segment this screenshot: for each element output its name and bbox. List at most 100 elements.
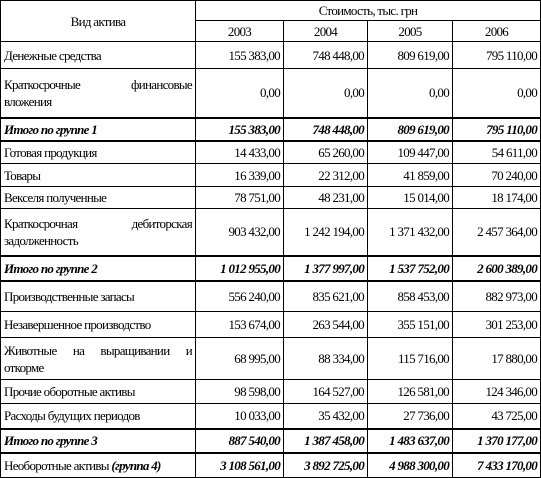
- row-label: Расходы будущих периодов: [0, 403, 196, 429]
- row-label: Животные на выращивании и откорме: [0, 337, 196, 380]
- value-cell: 98 598,00: [195, 379, 284, 404]
- value-cell: 35 432,00: [283, 403, 368, 429]
- value-cell: 2 457 364,00: [451, 208, 541, 256]
- row-label: Итого по группе 1: [0, 116, 196, 142]
- value-cell: 27 736,00: [367, 403, 453, 429]
- value-cell: 355 151,00: [367, 311, 453, 338]
- table-row: Краткосрочные финансовые вложения 0,00 0,0…: [0, 68, 541, 118]
- table-row: Незавершенное производство 153 674,00 263 …: [0, 311, 541, 338]
- label-text: Векселя полученные: [4, 190, 107, 205]
- value-cell: 14 433,00: [195, 140, 284, 164]
- label-emphasis: (группа 4): [111, 457, 161, 473]
- value-cell: 124 346,00: [451, 379, 541, 404]
- value-cell: 748 448,00: [283, 116, 368, 142]
- table-row: Итого по группе 1 155 383,00 748 448,00 809…: [0, 116, 541, 142]
- table-row: Денежные средства 155 383,00 748 448,00 809…: [0, 41, 541, 69]
- value-cell: 155 383,00: [195, 116, 284, 142]
- value-cell: 22 312,00: [283, 163, 368, 187]
- value-cell: 1 387 458,00: [283, 427, 368, 454]
- value-cell: 68 995,00: [195, 337, 284, 380]
- header-cell: Вид актива: [0, 0, 196, 42]
- value-cell: 0,00: [451, 68, 541, 118]
- value-cell: 0,00: [195, 68, 284, 118]
- value-cell: 88 334,00: [283, 337, 368, 380]
- row-label: Незавершенное производство: [0, 311, 196, 338]
- value-cell: 4 988 300,00: [367, 452, 453, 478]
- value-cell: 887 540,00: [195, 427, 284, 454]
- row-label: Краткосрочная дебиторская задолженность: [0, 208, 196, 256]
- row-label: Готовая продукция: [0, 140, 196, 164]
- value-cell: 48 231,00: [283, 186, 368, 209]
- value-cell: 795 110,00: [451, 41, 541, 69]
- label-text: Производственные запасы: [4, 288, 135, 304]
- label-text: Незавершенное производство: [4, 317, 151, 332]
- row-label: Итого по группе 2: [0, 254, 196, 282]
- value-cell: 809 619,00: [367, 116, 453, 142]
- label-text: Необоротные активы: [4, 457, 110, 473]
- table-row: Расходы будущих периодов 10 033,00 35 432,…: [0, 403, 541, 429]
- value-cell: 903 432,00: [195, 208, 284, 256]
- value-cell: 0,00: [367, 68, 453, 118]
- label-text: Итого по группе 1: [4, 121, 98, 137]
- table-row: Итого по группе 3 887 540,00 1 387 458,00 1…: [0, 427, 541, 454]
- label-text: Итого по группе 2: [4, 260, 98, 276]
- label-text: Расходы будущих периодов: [4, 408, 140, 424]
- value-cell: 41 859,00: [367, 163, 453, 187]
- label-text: Итого по группе 3: [4, 433, 98, 448]
- label-text: Животные на выращивании и откорме: [4, 342, 193, 375]
- value-cell: 78 751,00: [195, 186, 284, 209]
- value-cell: 65 260,00: [283, 140, 368, 164]
- value-cell: 126 581,00: [367, 379, 453, 404]
- value-cell: 301 253,00: [451, 311, 541, 338]
- label-text: Готовая продукция: [4, 144, 97, 160]
- value-cell: 70 240,00: [451, 163, 541, 187]
- row-label: Необоротные активы (группа 4): [0, 452, 196, 478]
- value-cell: 748 448,00: [283, 41, 368, 69]
- value-cell: 1 370 177,00: [451, 427, 541, 454]
- value-cell: 153 674,00: [195, 311, 284, 338]
- value-cell: 164 527,00: [283, 379, 368, 404]
- year-cell: 2004: [283, 20, 368, 42]
- table-row: Векселя полученные 78 751,00 48 231,00 15 0…: [0, 186, 541, 209]
- table-row: Готовая продукция 14 433,00 65 260,00 109 4…: [0, 140, 541, 164]
- label-text: Краткосрочные финансовые вложения: [4, 76, 193, 109]
- value-cell: 15 014,00: [367, 186, 453, 209]
- table-row: Прочие оборотные активы 98 598,00 164 527,…: [0, 379, 541, 404]
- value-cell: 16 339,00: [195, 163, 284, 187]
- header-row: Вид актива Стоимость, тыс. грн: [0, 0, 541, 42]
- value-cell: 556 240,00: [195, 280, 284, 312]
- label-text: Прочие оборотные активы: [4, 384, 135, 399]
- value-cell: 115 716,00: [367, 337, 453, 380]
- value-cell: 3 892 725,00: [283, 452, 368, 478]
- label-text: Товары: [4, 167, 41, 183]
- value-cell: 1 377 997,00: [283, 254, 368, 282]
- value-cell: 10 033,00: [195, 403, 284, 429]
- value-cell: 835 621,00: [283, 280, 368, 312]
- table-row: Необоротные активы (группа 4) 3 108 561,0…: [0, 452, 541, 478]
- value-cell: 3 108 561,00: [195, 452, 284, 478]
- row-label: Краткосрочные финансовые вложения: [0, 68, 196, 118]
- label-text: Денежные средства: [4, 47, 102, 63]
- table-row: Краткосрочная дебиторская задолженность 9…: [0, 208, 541, 256]
- row-label: Итого по группе 3: [0, 427, 196, 454]
- year-cell: 2006: [451, 20, 541, 42]
- row-label: Товары: [0, 163, 196, 187]
- label-text: Краткосрочная дебиторская задолженность: [4, 215, 193, 248]
- table-row: Товары 16 339,00 22 312,00 41 859,00 70 240,…: [0, 163, 541, 187]
- table-row: Животные на выращивании и откорме 68 995,…: [0, 337, 541, 380]
- header-cell: Стоимость, тыс. грн: [194, 0, 541, 21]
- row-label: Прочие оборотные активы: [0, 379, 196, 404]
- value-cell: 17 880,00: [451, 337, 541, 380]
- value-cell: 54 611,00: [451, 140, 541, 164]
- value-cell: 1 012 955,00: [195, 254, 284, 282]
- value-cell: 0,00: [283, 68, 368, 118]
- row-label: Денежные средства: [0, 41, 196, 69]
- value-cell: 882 973,00: [451, 280, 541, 312]
- table-row: Итого по группе 2 1 012 955,00 1 377 997,0…: [0, 254, 541, 282]
- value-cell: 2 600 389,00: [451, 254, 541, 282]
- value-cell: 43 725,00: [451, 403, 541, 429]
- value-cell: 1 483 637,00: [367, 427, 453, 454]
- value-cell: 7 433 170,00: [451, 452, 541, 478]
- value-cell: 858 453,00: [367, 280, 453, 312]
